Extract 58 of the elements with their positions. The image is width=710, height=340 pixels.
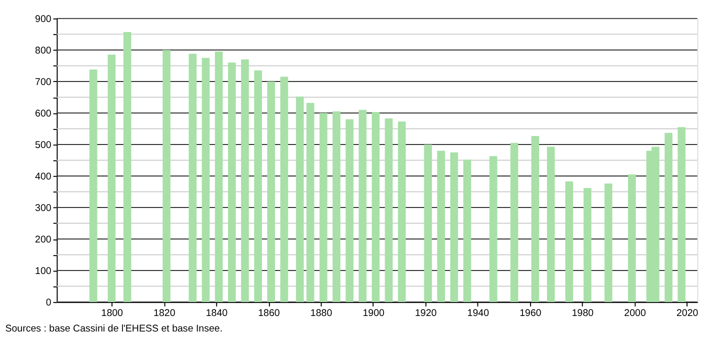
bar bbox=[280, 76, 288, 302]
x-tick-label: 1880 bbox=[310, 308, 333, 320]
bar bbox=[463, 160, 472, 302]
y-tick-label: 0 bbox=[46, 297, 52, 308]
bar bbox=[489, 156, 498, 302]
bar bbox=[346, 119, 354, 302]
x-tick-label: 2020 bbox=[676, 308, 699, 320]
bar bbox=[108, 54, 116, 302]
bar bbox=[664, 132, 672, 302]
bar bbox=[565, 181, 574, 302]
x-tick-label: 1960 bbox=[520, 308, 542, 320]
bar bbox=[510, 142, 518, 302]
bar bbox=[332, 111, 340, 302]
y-tick-label: 400 bbox=[35, 171, 52, 182]
x-tick-label: 1840 bbox=[206, 308, 228, 320]
bar bbox=[89, 69, 98, 302]
x-tick-label: 1860 bbox=[258, 308, 280, 320]
x-tick-label: 1820 bbox=[154, 308, 176, 320]
bar bbox=[372, 112, 380, 302]
y-tick-label: 500 bbox=[35, 140, 52, 151]
y-tick-label: 800 bbox=[35, 45, 52, 56]
bar bbox=[437, 150, 445, 302]
y-tick-label: 900 bbox=[35, 14, 52, 25]
bar bbox=[531, 136, 540, 302]
bar bbox=[214, 52, 223, 302]
bar bbox=[604, 184, 612, 302]
y-tick-label: 300 bbox=[35, 202, 52, 214]
y-tick-label: 200 bbox=[35, 234, 52, 246]
bar bbox=[628, 174, 636, 302]
bar bbox=[241, 59, 249, 302]
bar bbox=[296, 96, 304, 302]
bar bbox=[398, 121, 406, 302]
bar bbox=[678, 127, 686, 302]
x-tick-label: 1980 bbox=[572, 308, 594, 320]
source-note: Sources : base Cassini de l'EHESS et base Insee. bbox=[5, 323, 223, 334]
bar bbox=[267, 81, 276, 302]
bar bbox=[162, 50, 170, 302]
x-tick-label: 2000 bbox=[624, 308, 646, 320]
y-tick-label: 100 bbox=[35, 266, 52, 277]
bar bbox=[202, 58, 210, 302]
bar bbox=[188, 54, 197, 302]
bar bbox=[228, 62, 236, 302]
bar bbox=[254, 70, 262, 302]
bar bbox=[584, 188, 592, 302]
bar bbox=[450, 152, 458, 302]
y-tick-label: 700 bbox=[35, 76, 52, 88]
x-tick-label: 1920 bbox=[414, 308, 438, 320]
bar bbox=[546, 146, 555, 302]
bar bbox=[319, 112, 328, 302]
x-tick-label: 1940 bbox=[467, 308, 490, 320]
y-tick-label: 600 bbox=[35, 108, 52, 120]
bar bbox=[123, 32, 132, 302]
bar bbox=[358, 110, 367, 302]
bar bbox=[384, 118, 393, 302]
x-tick-label: 1900 bbox=[362, 308, 385, 320]
bar bbox=[306, 102, 314, 302]
bar bbox=[424, 144, 432, 302]
x-tick-label: 1800 bbox=[101, 308, 124, 320]
